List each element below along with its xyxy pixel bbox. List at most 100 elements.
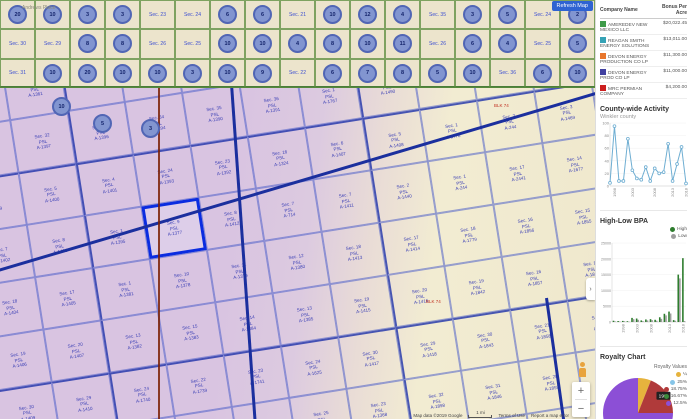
- parcel-cell[interactable]: Sec. 7 PSL A-1411: [313, 170, 379, 232]
- report-map-error-link[interactable]: Report a map error: [530, 413, 569, 418]
- parcel-cell[interactable]: Sec. 15 PSL A-1855: [550, 186, 595, 248]
- strip-cell[interactable]: 10: [315, 0, 350, 30]
- well-cluster-marker[interactable]: 10: [148, 63, 167, 83]
- well-cluster-marker[interactable]: 6: [463, 34, 482, 54]
- company-row[interactable]: DEVON ENERGY PROD CO LP $11,000.00: [600, 66, 687, 83]
- well-cluster-marker[interactable]: 6: [253, 5, 272, 25]
- parcel-cell[interactable]: Sec. 18 PSL A-1779: [436, 204, 502, 266]
- parcel-cell[interactable]: Sec. 3 PSL A-1469: [534, 81, 595, 144]
- company-row[interactable]: MRC PERMIAN COMPANY $4,200.00: [600, 82, 687, 99]
- well-cluster-marker[interactable]: 3: [183, 63, 202, 83]
- well-cluster-marker[interactable]: 8: [393, 63, 412, 83]
- parcel-cell[interactable]: Sec. 24 PSL A-1740: [108, 363, 175, 419]
- strip-cell[interactable]: 10: [245, 29, 280, 59]
- strip-cell[interactable]: Sec. 36: [490, 58, 525, 88]
- strip-cell[interactable]: 6: [525, 58, 560, 88]
- parcel-cell[interactable]: Sec. 5 PSL A-1400: [18, 163, 85, 225]
- pegman-streetview-icon[interactable]: [577, 362, 587, 378]
- well-cluster-marker[interactable]: 9: [253, 63, 272, 83]
- strip-cell[interactable]: 4: [385, 0, 420, 30]
- terms-of-use-link[interactable]: Terms of Use: [498, 413, 525, 418]
- refresh-map-button[interactable]: Refresh Map: [551, 1, 593, 11]
- well-cluster-marker[interactable]: 11: [393, 34, 412, 54]
- strip-cell[interactable]: 8: [105, 29, 140, 59]
- parcel-cell[interactable]: Sec. 20 PSL A-1416: [387, 265, 453, 328]
- parcel-cell[interactable]: Sec. 19 PSL A-1842: [444, 256, 510, 319]
- well-cluster-marker[interactable]: 4: [288, 34, 307, 54]
- parcel-cell[interactable]: Sec. 13 PSL A-1382: [100, 311, 167, 373]
- strip-cell[interactable]: 6: [455, 29, 490, 59]
- parcel-cell[interactable]: Sec. 13 PSL A-1385: [272, 284, 339, 346]
- legend-item[interactable]: ¼: [675, 371, 687, 378]
- strip-cell[interactable]: 10: [35, 0, 70, 30]
- well-cluster-marker[interactable]: 8: [323, 34, 342, 54]
- well-cluster-marker[interactable]: 5: [568, 34, 587, 54]
- strip-cell[interactable]: 3: [175, 58, 210, 88]
- zoom-out-button[interactable]: −: [577, 402, 585, 415]
- well-cluster-marker[interactable]: 5: [93, 114, 112, 133]
- parcel-cell[interactable]: Sec. 17 PSL A-1405: [35, 268, 101, 330]
- parcel-cell[interactable]: Sec. 29 PSL A-1418: [395, 318, 461, 380]
- well-cluster-marker[interactable]: 4: [498, 34, 517, 54]
- legend-item[interactable]: 12.5%: [666, 400, 687, 407]
- well-cluster-marker[interactable]: 3: [141, 119, 160, 138]
- parcel-cell[interactable]: Sec. 4 PSL A-1401: [75, 154, 142, 216]
- strip-cell[interactable]: 8: [70, 29, 105, 59]
- strip-cell[interactable]: 10: [210, 29, 245, 59]
- parcel-cell[interactable]: Sec. 32 PSL A-1397: [10, 111, 76, 173]
- strip-cell[interactable]: Sec. 31: [0, 58, 35, 88]
- strip-cell[interactable]: Sec. 22: [280, 58, 315, 88]
- parcel-cell[interactable]: Sec. 30 PSL A-1843: [452, 309, 519, 371]
- well-cluster-marker[interactable]: 6: [533, 63, 552, 83]
- strip-cell[interactable]: 8: [315, 29, 350, 59]
- parcel-cell[interactable]: Sec. 17 PSL A-1414: [378, 213, 445, 276]
- strip-cell[interactable]: 6: [210, 0, 245, 30]
- strip-cell[interactable]: Sec. 24: [175, 0, 210, 30]
- strip-cell[interactable]: Sec. 25: [175, 29, 210, 59]
- company-row[interactable]: REAGAN SMITH ENERGY SOLUTIONS $13,011.00: [600, 34, 687, 51]
- well-cluster-marker[interactable]: 6: [218, 5, 237, 25]
- selected-parcel[interactable]: Sec. 9 PSL A-1377: [141, 197, 207, 260]
- well-cluster-marker[interactable]: 4: [393, 5, 412, 25]
- parcel-cell[interactable]: Sec. 2 PSL A-1440: [370, 161, 437, 223]
- well-cluster-marker[interactable]: 12: [358, 5, 377, 25]
- company-row[interactable]: DEVON ENERGY PRODUCTION CO LP $11,300.00: [600, 50, 687, 67]
- strip-cell[interactable]: 10: [210, 58, 245, 88]
- well-cluster-marker[interactable]: 8: [113, 34, 132, 54]
- well-cluster-marker[interactable]: 10: [52, 97, 71, 116]
- strip-cell[interactable]: 8: [385, 58, 420, 88]
- strip-cell[interactable]: Sec. 26: [420, 29, 455, 59]
- strip-cell[interactable]: 10: [35, 58, 70, 88]
- strip-cell[interactable]: 7: [350, 58, 385, 88]
- parcel-cell[interactable]: Sec. 21 PSL A-1858: [509, 300, 576, 362]
- strip-cell[interactable]: 6: [315, 58, 350, 88]
- strip-cell[interactable]: Sec. 26: [140, 29, 175, 59]
- parcel-cell[interactable]: Sec. 24 PSL A-1393: [133, 145, 199, 207]
- well-cluster-marker[interactable]: 7: [358, 63, 377, 83]
- parcel-cell[interactable]: Sec. 19 PSL A-1415: [329, 275, 396, 337]
- well-cluster-marker[interactable]: 10: [43, 5, 62, 25]
- parcel-cell[interactable]: Sec. 1 PSL A-1395: [84, 206, 150, 269]
- strip-cell[interactable]: Sec. 24: [525, 0, 560, 30]
- strip-cell[interactable]: 3: [455, 0, 490, 30]
- well-cluster-marker[interactable]: 10: [358, 34, 377, 54]
- well-cluster-marker[interactable]: 10: [218, 63, 237, 83]
- parcel-cell[interactable]: Sec. 29 PSL A-1410: [51, 372, 118, 419]
- strip-cell[interactable]: 20: [70, 58, 105, 88]
- strip-cell[interactable]: Sec. 29: [35, 29, 70, 59]
- parcel-cell[interactable]: Sec. 20 PSL A-1407: [43, 320, 109, 382]
- parcel-cell[interactable]: Sec. 17 PSL A-2441: [485, 143, 551, 205]
- parcel-cell[interactable]: Sec. 11 PSL A-1379: [206, 240, 273, 303]
- legend-item[interactable]: Low: [671, 233, 687, 240]
- strip-cell[interactable]: Sec. 23: [140, 0, 175, 30]
- sidebar-expand-tab[interactable]: ›: [586, 278, 595, 300]
- well-cluster-marker[interactable]: 8: [78, 34, 97, 54]
- strip-cell[interactable]: 10: [560, 58, 595, 88]
- strip-cell[interactable]: Sec. 25: [525, 29, 560, 59]
- strip-cell[interactable]: 10: [140, 58, 175, 88]
- strip-cell[interactable]: 3: [105, 0, 140, 30]
- parcel-cell[interactable]: Sec. 1 PSL A-1381: [92, 259, 158, 321]
- strip-cell[interactable]: 5: [560, 29, 595, 59]
